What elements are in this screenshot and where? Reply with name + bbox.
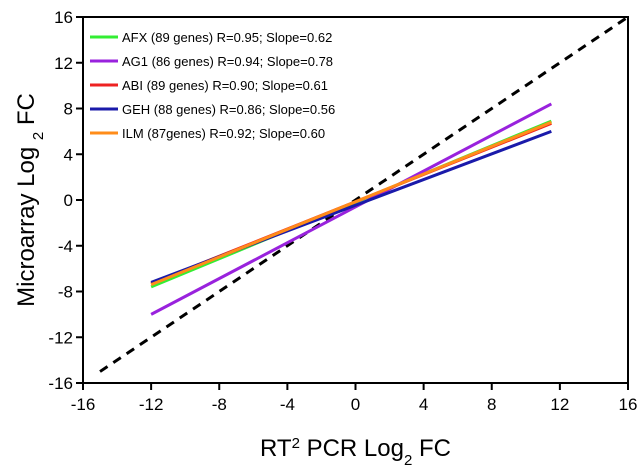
x-axis-title: RT2 PCR Log2 FC [260,435,451,467]
y-tick-label: -4 [58,237,73,256]
x-tick-label: -12 [139,395,164,414]
x-axis: -16 -12 -8 -4 0 4 8 12 16 [71,383,638,414]
x-axis-title-mid: PCR Log [300,435,404,462]
y-tick-label: 4 [64,145,73,164]
y-tick-label: 8 [64,100,73,119]
x-tick-label: -16 [71,395,96,414]
x-tick-label: 0 [351,395,360,414]
identity-line [100,17,628,372]
y-axis-title-tail: FC [13,93,40,132]
legend: AFX (89 genes) R=0.95; Slope=0.62 AG1 (86… [90,30,335,141]
y-tick-label: -16 [48,374,73,393]
x-tick-label: 16 [619,395,638,414]
legend-entry: ABI (89 genes) R=0.90; Slope=0.61 [122,78,328,93]
x-tick-label: 4 [419,395,428,414]
x-axis-title-sub: 2 [404,452,412,467]
legend-entry: GEH (88 genes) R=0.86; Slope=0.56 [122,102,335,117]
x-tick-label: 12 [550,395,569,414]
x-axis-title-base: RT [260,435,292,462]
x-axis-title-tail: FC [412,435,451,462]
series-line [151,122,551,284]
x-axis-title-sup: 2 [292,435,300,452]
y-tick-label: 0 [64,191,73,210]
x-tick-label: 8 [487,395,496,414]
plot-content [100,17,628,372]
y-tick-label: -8 [58,283,73,302]
x-tick-label: -8 [212,395,227,414]
y-axis: 16 12 8 4 0 -4 -8 -12 -16 [48,8,83,393]
legend-entry: AG1 (86 genes) R=0.94; Slope=0.78 [122,54,333,69]
y-tick-label: 16 [54,8,73,27]
y-axis-title-base: Microarray Log [13,140,40,307]
x-tick-label: -4 [280,395,295,414]
y-axis-title-sub: 2 [30,132,47,140]
legend-entry: ILM (87genes) R=0.92; Slope=0.60 [122,126,325,141]
y-tick-label: 12 [54,54,73,73]
y-axis-title: Microarray Log 2 FC [13,93,47,307]
legend-entry: AFX (89 genes) R=0.95; Slope=0.62 [122,30,332,45]
y-tick-label: -12 [48,328,73,347]
